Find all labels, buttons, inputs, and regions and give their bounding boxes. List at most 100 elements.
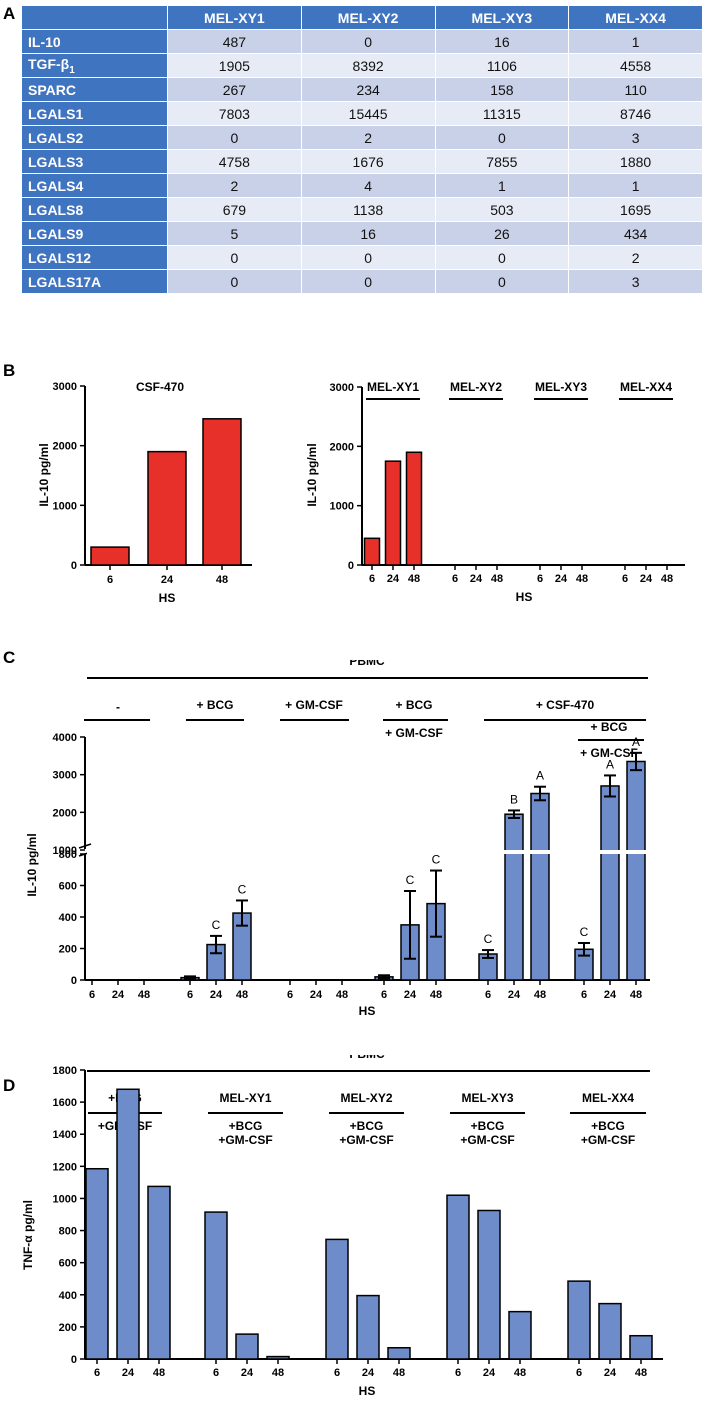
- column-header: MEL-XX4: [569, 6, 702, 29]
- table-cell: 2: [168, 174, 301, 197]
- x-tick-label: 48: [491, 573, 503, 585]
- table-cell: 0: [301, 246, 435, 269]
- table-cell: 2: [301, 126, 435, 149]
- y-tick-label: 200: [59, 1322, 77, 1334]
- column-header: MEL-XY2: [301, 6, 435, 29]
- bar: [477, 1209, 501, 1360]
- x-tick-label: 48: [430, 989, 442, 1001]
- x-tick-label: 24: [604, 1367, 617, 1379]
- significance-letter: A: [536, 769, 544, 783]
- y-tick-label: 0: [71, 1354, 77, 1366]
- x-tick-label: 6: [213, 1367, 219, 1379]
- table-cell: 5: [168, 222, 301, 245]
- x-tick-label: 6: [107, 574, 113, 586]
- axis-break: [78, 843, 92, 849]
- x-axis-label: HS: [359, 1004, 376, 1018]
- x-tick-label: 48: [393, 1367, 405, 1379]
- significance-letter: C: [212, 918, 221, 932]
- x-tick-label: 24: [508, 989, 521, 1001]
- x-axis-label: HS: [359, 1384, 376, 1398]
- significance-letter: A: [632, 735, 640, 749]
- table-cell: 7803: [168, 102, 301, 125]
- y-tick-label: 1000: [330, 501, 354, 513]
- x-tick-label: 48: [236, 989, 248, 1001]
- group-label: MEL-XX4: [620, 380, 672, 394]
- table-cell: 8746: [569, 102, 702, 125]
- table-cell: 1: [569, 174, 702, 197]
- y-tick-label: 400: [59, 1290, 77, 1302]
- bar: [363, 537, 381, 566]
- table-row: LGALS17A 0 0 0 3: [22, 270, 702, 293]
- group-label: MEL-XY2: [450, 380, 502, 394]
- y-tick-label: 400: [59, 912, 77, 924]
- bar: [384, 460, 402, 566]
- expression-table: MEL-XY1 MEL-XY2 MEL-XY3 MEL-XX4 IL-10 487…: [21, 5, 703, 294]
- table-cell: 1905: [168, 54, 301, 77]
- row-label: TGF-β1: [22, 54, 167, 77]
- column-header: MEL-XY1: [168, 6, 301, 29]
- bar: [325, 1238, 349, 1360]
- x-tick-label: 24: [483, 1367, 496, 1379]
- table-cell: 16: [301, 222, 435, 245]
- table-cell: 7855: [435, 150, 569, 173]
- y-tick-label: 600: [59, 1258, 77, 1270]
- table-cell: 1: [569, 30, 702, 53]
- table-row: LGALS12 0 0 0 2: [22, 246, 702, 269]
- table-cell: 679: [168, 198, 301, 221]
- x-tick-label: 24: [161, 574, 174, 586]
- break-gap: [87, 850, 652, 854]
- bar: [446, 1194, 470, 1360]
- bar: [147, 1185, 171, 1360]
- y-axis-label: IL-10 pg/ml: [37, 443, 51, 506]
- group-sublabel: +GM-CSF: [581, 1133, 635, 1147]
- panel-label-d: D: [3, 1076, 16, 1095]
- table-cell: 15445: [301, 102, 435, 125]
- significance-letter: C: [406, 873, 415, 887]
- x-tick-label: 6: [455, 1367, 461, 1379]
- table-cell: 1676: [301, 150, 435, 173]
- row-label: SPARC: [22, 78, 167, 101]
- table-row: IL-10 487 0 16 1: [22, 30, 702, 53]
- group-sublabel: +BCG: [471, 1119, 505, 1133]
- x-tick-label: 48: [153, 1367, 165, 1379]
- y-tick-label: 2000: [53, 807, 77, 819]
- y-tick-label: 1000: [53, 1193, 77, 1205]
- chart-title: CSF-470: [136, 380, 184, 394]
- x-tick-label: 24: [640, 573, 653, 585]
- panel-label-c: C: [3, 648, 16, 667]
- table-cell: 2: [569, 246, 702, 269]
- bar: [504, 813, 524, 981]
- table-cell: 1106: [435, 54, 569, 77]
- y-tick-label: 1800: [53, 1065, 77, 1077]
- table-cell: 0: [301, 270, 435, 293]
- group-sublabel: +BCG: [350, 1119, 384, 1133]
- table-cell: 1695: [569, 198, 702, 221]
- x-tick-label: 48: [514, 1367, 526, 1379]
- group-label: + BCG: [590, 720, 627, 734]
- y-tick-label: 1400: [53, 1129, 77, 1141]
- x-tick-label: 24: [470, 573, 483, 585]
- chart-d-pbmc-tnfa: PBMC 0 200 400 600 800 1000 1200 1400 1600 1800 TNF…: [21, 1055, 663, 1398]
- group-sublabel: + GM-CSF: [580, 746, 638, 760]
- x-axis-label: HS: [516, 590, 533, 604]
- bar: [598, 1302, 622, 1360]
- column-header: MEL-XY3: [435, 6, 569, 29]
- group-label: + CSF-470: [536, 698, 595, 712]
- chart-b-mel-lines: 0 1000 2000 3000 IL-10 pg/ml MEL-XY1 6 24 48 MEL-…: [305, 380, 685, 604]
- y-tick-label: 3000: [53, 381, 77, 393]
- y-tick-label: 0: [71, 975, 77, 987]
- panel-label-b: B: [3, 361, 16, 380]
- table-cell: 0: [301, 30, 435, 53]
- y-tick-label: 2000: [53, 441, 77, 453]
- group-sublabel: +GM-CSF: [339, 1133, 393, 1147]
- x-tick-label: 6: [576, 1367, 582, 1379]
- y-tick-label: 4000: [53, 732, 77, 744]
- x-tick-label: 48: [630, 989, 642, 1001]
- table-row: LGALS9 5 16 26 434: [22, 222, 702, 245]
- x-tick-label: 24: [387, 573, 400, 585]
- bar: [626, 760, 646, 981]
- table-cell: 16: [435, 30, 569, 53]
- row-label: LGALS8: [22, 198, 167, 221]
- x-tick-label: 6: [381, 989, 387, 1001]
- x-tick-label: 48: [635, 1367, 647, 1379]
